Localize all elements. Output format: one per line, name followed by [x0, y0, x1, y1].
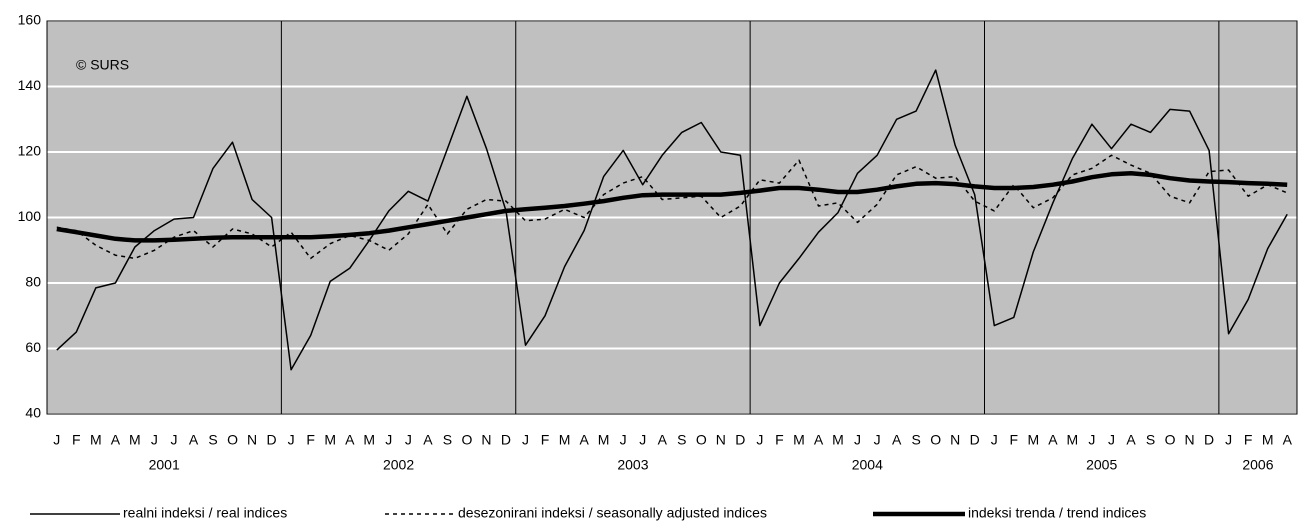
x-tick-label: A — [345, 432, 355, 448]
x-tick-label: J — [756, 432, 763, 448]
x-tick-label: F — [306, 432, 315, 448]
x-tick-label: A — [189, 432, 199, 448]
legend-label: realni indeksi / real indices — [123, 505, 287, 521]
x-tick-label: N — [247, 432, 257, 448]
x-tick-label: A — [1048, 432, 1058, 448]
x-tick-label: A — [1126, 432, 1136, 448]
x-tick-label: D — [501, 432, 511, 448]
x-tick-label: O — [696, 432, 707, 448]
x-tick-label: F — [1244, 432, 1253, 448]
x-tick-label: M — [363, 432, 375, 448]
series-line — [56, 154, 1288, 260]
x-tick-label: M — [1067, 432, 1079, 448]
y-tick-label: 100 — [18, 208, 42, 224]
x-tick-label: J — [288, 432, 295, 448]
x-tick-label: S — [677, 432, 686, 448]
x-tick-label: J — [385, 432, 392, 448]
series-line — [56, 69, 1288, 371]
x-tick-label: O — [930, 432, 941, 448]
x-tick-label: N — [481, 432, 491, 448]
x-tick-label: J — [53, 432, 60, 448]
x-tick-label: J — [405, 432, 412, 448]
legend-label: desezonirani indeksi / seasonally adjust… — [458, 505, 767, 521]
x-tick-label: M — [324, 432, 336, 448]
x-tick-label: O — [461, 432, 472, 448]
x-tick-label: A — [423, 432, 433, 448]
x-tick-label: M — [1262, 432, 1274, 448]
y-tick-label: 60 — [25, 339, 41, 355]
plot-border — [46, 20, 1298, 415]
y-tick-label: 160 — [18, 12, 42, 28]
y-tick-label: 140 — [18, 77, 42, 93]
x-tick-label: A — [111, 432, 121, 448]
x-tick-label: J — [1225, 432, 1232, 448]
year-label: 2004 — [852, 457, 883, 473]
x-tick-label: J — [151, 432, 158, 448]
year-label: 2006 — [1242, 457, 1273, 473]
x-tick-label: M — [598, 432, 610, 448]
y-tick-label: 40 — [25, 405, 41, 421]
x-tick-label: J — [170, 432, 177, 448]
x-tick-label: A — [1283, 432, 1293, 448]
x-tick-label: J — [620, 432, 627, 448]
x-tick-label: M — [832, 432, 844, 448]
year-label: 2003 — [617, 457, 648, 473]
x-tick-label: N — [716, 432, 726, 448]
y-tick-label: 120 — [18, 143, 42, 159]
x-tick-label: O — [227, 432, 238, 448]
x-tick-label: J — [854, 432, 861, 448]
year-label: 2001 — [149, 457, 180, 473]
x-tick-label: J — [522, 432, 529, 448]
x-tick-label: A — [658, 432, 668, 448]
x-tick-label: F — [72, 432, 81, 448]
x-tick-label: D — [735, 432, 745, 448]
x-tick-label: J — [1108, 432, 1115, 448]
year-label: 2005 — [1086, 457, 1117, 473]
x-tick-label: F — [1010, 432, 1019, 448]
x-tick-label: O — [1165, 432, 1176, 448]
x-tick-label: J — [991, 432, 998, 448]
x-tick-label: D — [267, 432, 277, 448]
x-tick-label: N — [950, 432, 960, 448]
x-tick-label: S — [1146, 432, 1155, 448]
legend-label: indeksi trenda / trend indices — [968, 505, 1146, 521]
x-tick-label: M — [129, 432, 141, 448]
x-tick-label: A — [892, 432, 902, 448]
x-tick-label: F — [775, 432, 784, 448]
x-tick-label: A — [579, 432, 589, 448]
x-tick-label: M — [1027, 432, 1039, 448]
x-tick-label: S — [443, 432, 452, 448]
series-line — [56, 171, 1288, 243]
x-tick-label: J — [1088, 432, 1095, 448]
x-tick-label: M — [90, 432, 102, 448]
annotation: © SURS — [76, 57, 129, 73]
x-tick-label: S — [911, 432, 920, 448]
x-tick-label: N — [1185, 432, 1195, 448]
x-tick-label: M — [559, 432, 571, 448]
x-tick-label: F — [541, 432, 550, 448]
x-tick-label: S — [208, 432, 217, 448]
x-tick-label: J — [874, 432, 881, 448]
x-tick-label: M — [793, 432, 805, 448]
year-label: 2002 — [383, 457, 414, 473]
y-tick-label: 80 — [25, 274, 41, 290]
x-tick-label: J — [639, 432, 646, 448]
x-tick-label: D — [970, 432, 980, 448]
x-tick-label: D — [1204, 432, 1214, 448]
x-tick-label: A — [814, 432, 824, 448]
